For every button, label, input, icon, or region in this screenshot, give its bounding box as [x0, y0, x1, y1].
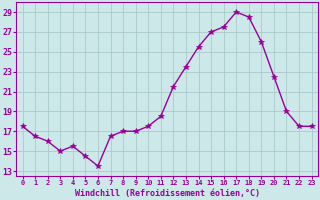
X-axis label: Windchill (Refroidissement éolien,°C): Windchill (Refroidissement éolien,°C)	[75, 189, 260, 198]
